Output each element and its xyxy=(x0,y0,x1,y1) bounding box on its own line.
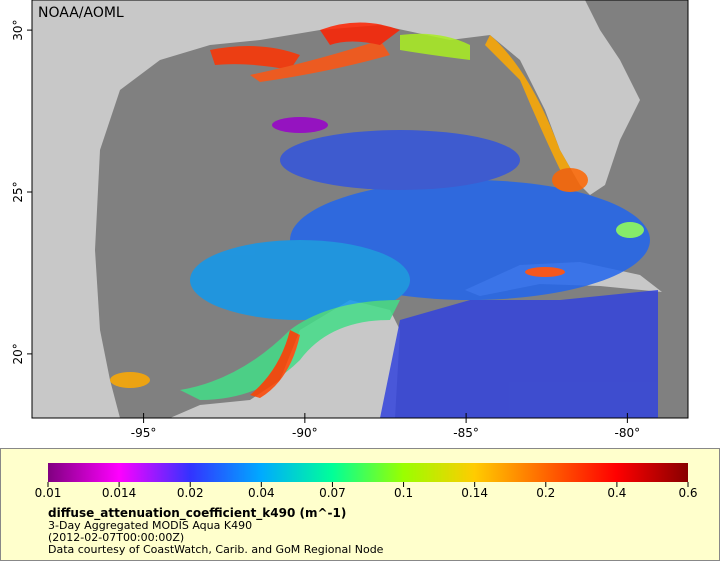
lon-tick-label: -80° xyxy=(615,426,641,440)
colorbar-tick-label: 0.4 xyxy=(607,486,626,500)
lat-tick-label: 30° xyxy=(11,19,25,40)
colorbar-tick-label: 0.04 xyxy=(248,486,275,500)
lat-tick-label: 25° xyxy=(11,181,25,202)
k490-data xyxy=(110,22,658,418)
colorbar-tick-label: 0.14 xyxy=(461,486,488,500)
legend-variable: diffuse_attenuation_coefficient_k490 (m^… xyxy=(48,506,346,521)
map-frame xyxy=(31,0,689,419)
lat-tick-label: 20° xyxy=(11,343,25,364)
colorbar-tick-label: 0.1 xyxy=(394,486,413,500)
legend-credit: Data courtesy of CoastWatch, Carib. and … xyxy=(48,543,384,556)
colorbar-tick-label: 0.07 xyxy=(319,486,346,500)
colorbar-tick-label: 0.2 xyxy=(536,486,555,500)
legend-time: (2012-02-07T00:00:00Z) xyxy=(48,531,184,544)
lon-tick-label: -95° xyxy=(131,426,157,440)
colorbar-tick-label: 0.014 xyxy=(102,486,136,500)
legend-description: 3-Day Aggregated MODIS Aqua K490 xyxy=(48,519,252,532)
colorbar-tick-label: 0.02 xyxy=(177,486,204,500)
lon-tick-label: -90° xyxy=(292,426,318,440)
colorbar xyxy=(48,463,688,482)
colorbar-tick-label: 0.6 xyxy=(678,486,697,500)
source-label: NOAA/AOML xyxy=(38,5,124,21)
lon-tick-label: -85° xyxy=(453,426,479,440)
colorbar-tick-label: 0.01 xyxy=(35,486,62,500)
map-area xyxy=(32,0,688,418)
